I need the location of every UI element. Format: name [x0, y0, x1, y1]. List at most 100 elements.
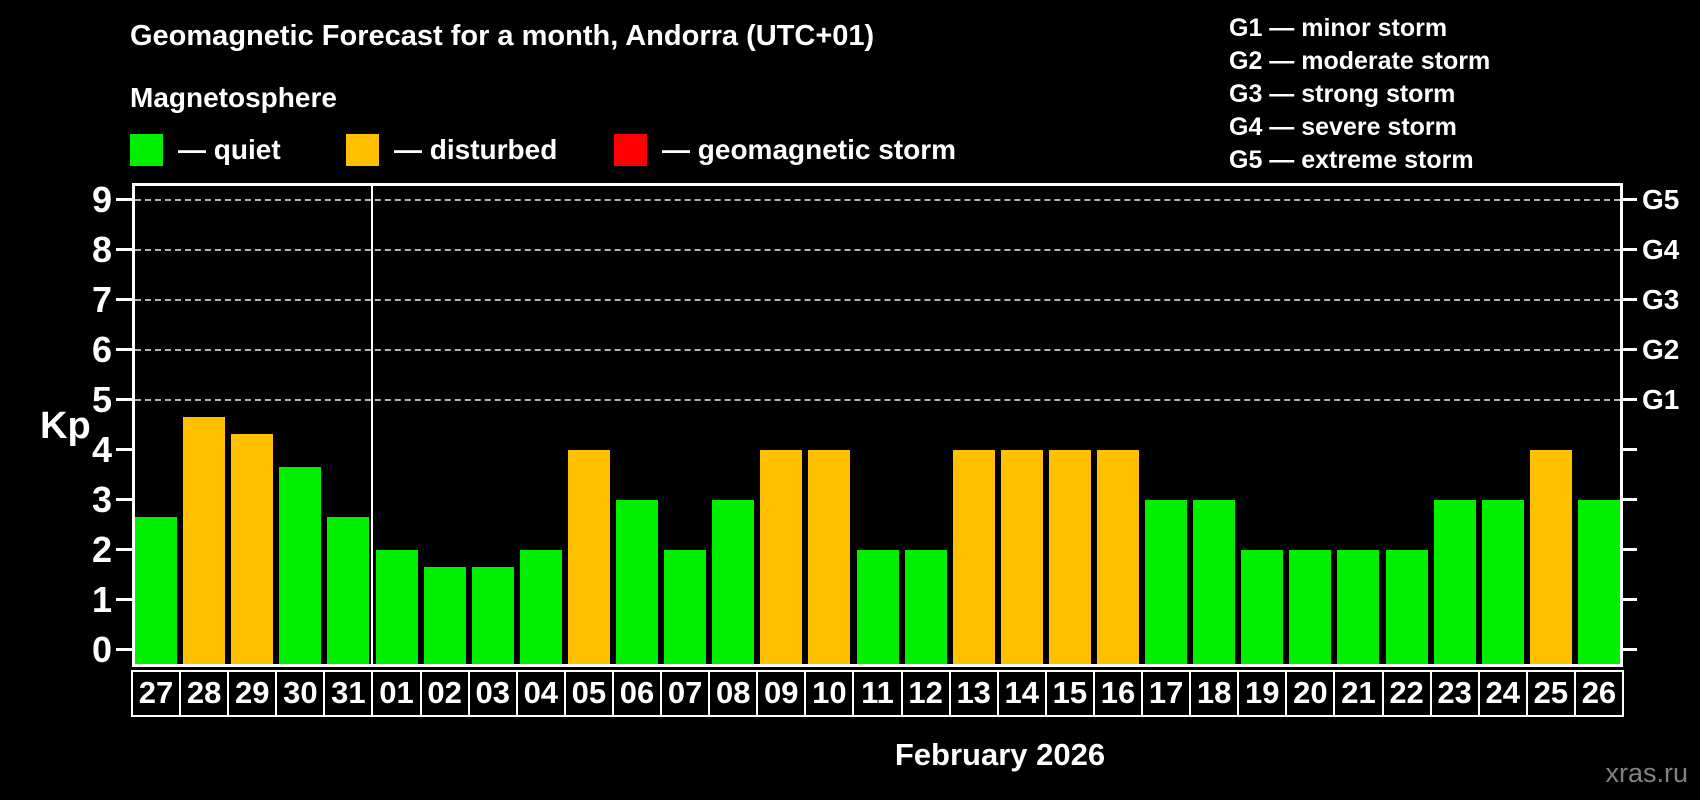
y-axis-tick-right: [1621, 398, 1637, 401]
y-tick-label: 0: [91, 629, 112, 670]
kp-bar-day-29: [231, 433, 274, 664]
y-axis-tick-right: [1621, 198, 1637, 201]
kp-bar-day-01: [375, 550, 418, 664]
legend-item-disturbed: — disturbed: [346, 134, 557, 166]
date-box-09: 09: [756, 670, 807, 717]
y-axis-tick-left: [116, 198, 132, 201]
legend-item-label: — geomagnetic storm: [662, 134, 957, 165]
kp-bar-day-09: [760, 450, 803, 664]
storm-scale-line: G1 — minor storm: [1229, 14, 1448, 42]
storm-scale-line: G3 — strong storm: [1229, 80, 1456, 108]
y-tick-label: 9: [91, 179, 112, 220]
y-axis-tick-left: [116, 448, 132, 451]
date-box-29: 29: [227, 670, 278, 717]
date-box-24: 24: [1477, 670, 1528, 717]
date-box-03: 03: [467, 670, 518, 717]
date-box-25: 25: [1525, 670, 1576, 717]
kp-bar-day-22: [1385, 550, 1428, 664]
kp-bar-day-13: [952, 450, 995, 664]
kp-bar-day-30: [279, 466, 322, 664]
kp-bar-day-06: [616, 500, 659, 664]
gridline-kp7: [135, 299, 1620, 301]
kp-bar-day-08: [712, 500, 755, 664]
y-axis-tick-left: [116, 298, 132, 301]
kp-bar-day-31: [327, 516, 370, 664]
date-box-06: 06: [611, 670, 663, 717]
month-separator-line: [371, 183, 374, 667]
disturbed-swatch-icon: [346, 134, 379, 166]
right-axis-label-g5: G5: [1642, 184, 1680, 215]
x-axis-month-label: February 2026: [894, 737, 1106, 772]
kp-bar-day-23: [1433, 500, 1476, 664]
right-axis-label-g2: G2: [1642, 334, 1680, 365]
y-axis-tick-left: [116, 648, 132, 651]
gridline-kp6: [135, 349, 1620, 351]
kp-bar-day-15: [1048, 450, 1091, 664]
y-tick-label: 1: [91, 579, 112, 620]
date-box-10: 10: [804, 670, 855, 717]
y-axis-tick-left: [116, 398, 132, 401]
kp-bar-day-14: [1000, 450, 1043, 664]
kp-bar-day-24: [1481, 500, 1524, 664]
date-box-05: 05: [563, 670, 614, 717]
date-box-20: 20: [1285, 670, 1336, 717]
y-axis-tick-right: [1621, 448, 1637, 451]
date-box-14: 14: [996, 670, 1047, 717]
y-tick-label: 7: [91, 279, 112, 320]
date-box-04: 04: [515, 670, 566, 717]
y-axis-label: Kp: [40, 405, 91, 447]
kp-bar-day-03: [471, 566, 514, 664]
page-title: Geomagnetic Forecast for a month, Andorr…: [130, 20, 875, 52]
kp-bar-day-25: [1529, 450, 1572, 664]
kp-bar-day-17: [1145, 500, 1188, 664]
kp-bar-day-27: [135, 516, 178, 664]
kp-bar-day-19: [1241, 550, 1284, 664]
right-axis-label-g3: G3: [1642, 284, 1680, 315]
kp-bar-day-10: [808, 450, 851, 664]
kp-bar-day-07: [664, 550, 707, 664]
kp-bar-day-11: [856, 550, 899, 664]
date-box-31: 31: [323, 670, 374, 717]
date-box-15: 15: [1044, 670, 1095, 717]
date-box-28: 28: [179, 670, 230, 717]
legend-item-quiet: — quiet: [130, 134, 281, 166]
storm-swatch-icon: [614, 134, 647, 166]
storm-scale-line: G4 — severe storm: [1229, 113, 1457, 141]
y-axis-tick-right: [1621, 648, 1637, 651]
quiet-swatch-icon: [130, 134, 163, 166]
date-box-19: 19: [1237, 670, 1288, 717]
date-box-22: 22: [1381, 670, 1432, 717]
date-box-07: 07: [660, 670, 711, 717]
kp-bar-day-28: [183, 416, 226, 664]
kp-bar-day-18: [1193, 500, 1236, 664]
y-axis-tick-left: [116, 498, 132, 501]
kp-bar-day-12: [904, 550, 947, 664]
date-box-26: 26: [1573, 670, 1624, 717]
date-box-08: 08: [708, 670, 759, 717]
date-box-17: 17: [1141, 670, 1192, 717]
date-box-12: 12: [900, 670, 951, 717]
chart-subtitle: Magnetosphere: [130, 82, 337, 113]
kp-bar-day-05: [567, 450, 610, 664]
right-axis-label-g1: G1: [1642, 384, 1680, 415]
y-axis-tick-right: [1621, 498, 1637, 501]
right-axis-label-g4: G4: [1642, 234, 1680, 265]
date-box-11: 11: [852, 670, 903, 717]
y-axis-tick-left: [116, 348, 132, 351]
date-box-02: 02: [419, 670, 470, 717]
y-tick-label: 8: [91, 229, 112, 270]
y-axis-tick-right: [1621, 348, 1637, 351]
storm-scale-line: G5 — extreme storm: [1229, 146, 1474, 174]
plot-frame: [132, 183, 1623, 667]
y-axis-tick-right: [1621, 598, 1637, 601]
y-axis-tick-left: [116, 248, 132, 251]
date-box-01: 01: [371, 670, 422, 717]
kp-bar-day-04: [519, 550, 562, 664]
date-box-21: 21: [1333, 670, 1384, 717]
date-box-27: 27: [131, 670, 182, 717]
y-axis-tick-left: [116, 548, 132, 551]
y-tick-label: 3: [91, 479, 112, 520]
legend-item-label: — disturbed: [394, 134, 558, 165]
y-tick-label: 6: [91, 329, 112, 370]
y-tick-label: 2: [91, 529, 112, 570]
